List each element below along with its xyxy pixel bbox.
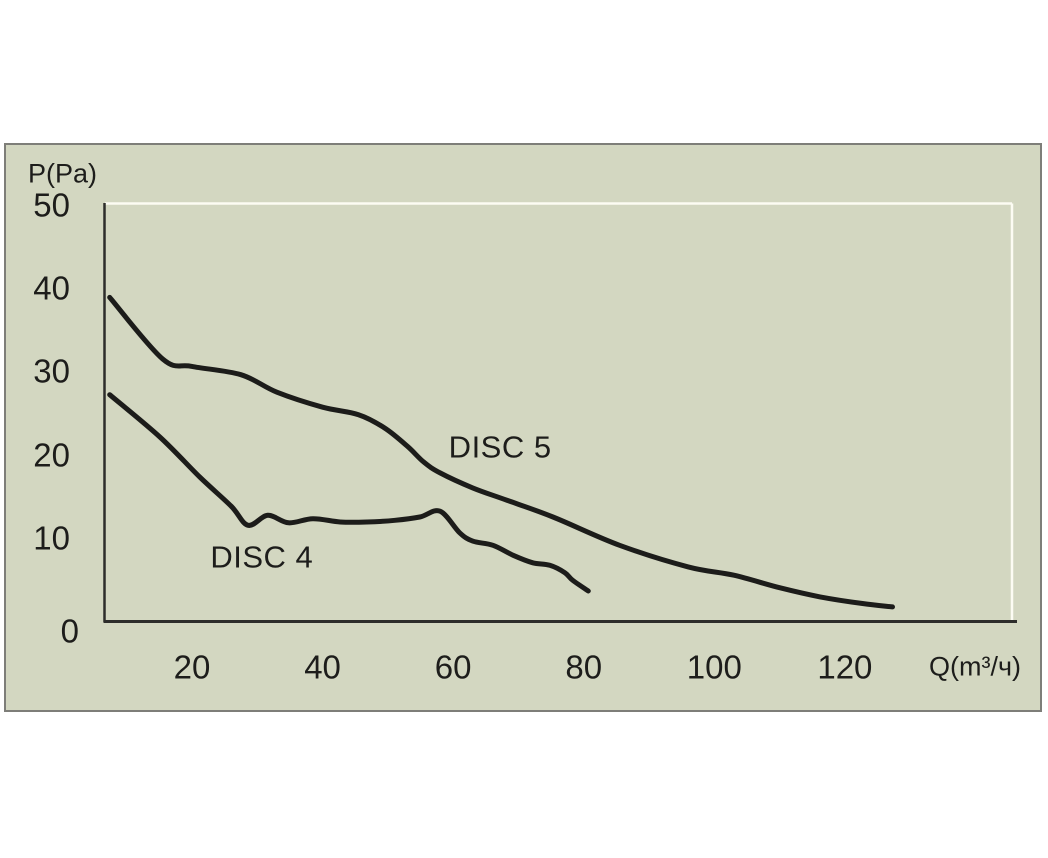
y-tick-label: 40: [33, 269, 70, 307]
x-tick-label: 60: [434, 648, 472, 686]
y-tick-label: 10: [33, 519, 70, 557]
y-tick-label: 30: [33, 352, 70, 390]
disc4-curve-label: DISC 4: [210, 539, 314, 575]
disc5-curve: [107, 294, 895, 610]
chart-panel: [4, 143, 1042, 712]
x-tick-label: 120: [817, 648, 873, 686]
y-tick-label: 0: [60, 612, 79, 650]
disc4-curve: [107, 392, 591, 594]
x-tick-label: 40: [304, 648, 341, 686]
y-tick-label: 50: [33, 186, 70, 224]
x-tick-label: 100: [686, 648, 742, 686]
x-axis-title: Q(m³/ч): [928, 651, 1022, 682]
x-tick-label: 80: [565, 648, 603, 686]
disc5-curve-label: DISC 5: [448, 429, 552, 465]
y-tick-label: 20: [33, 436, 70, 474]
y-axis-title: P(Pa): [28, 158, 98, 189]
x-tick-label: 20: [173, 648, 211, 686]
